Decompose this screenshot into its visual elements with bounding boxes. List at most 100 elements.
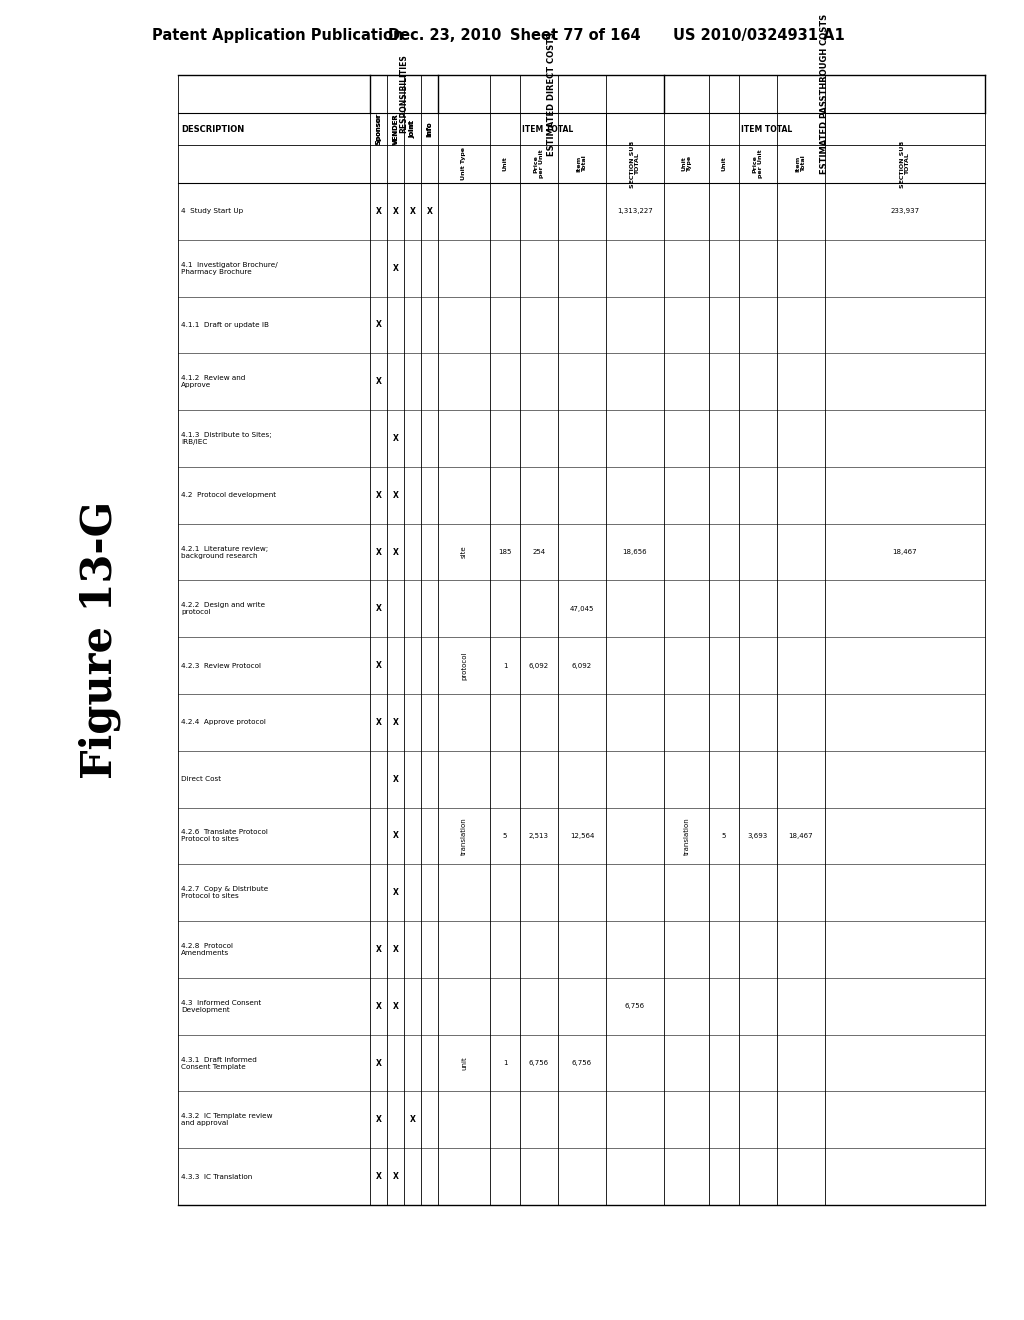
Text: X: X	[392, 434, 398, 444]
Text: Info: Info	[427, 121, 432, 136]
Text: Joint: Joint	[410, 120, 416, 137]
Text: X: X	[376, 548, 381, 557]
Text: 4.3.3  IC Translation: 4.3.3 IC Translation	[181, 1173, 252, 1180]
Text: X: X	[376, 491, 381, 500]
Text: X: X	[392, 718, 398, 727]
Text: ESTIMATED DIRECT COSTS: ESTIMATED DIRECT COSTS	[547, 32, 555, 156]
Text: X: X	[376, 1059, 381, 1068]
Text: Sheet 77 of 164: Sheet 77 of 164	[510, 28, 641, 44]
Text: 6,756: 6,756	[572, 1060, 592, 1067]
Text: 4.2.6  Translate Protocol
Protocol to sites: 4.2.6 Translate Protocol Protocol to sit…	[181, 829, 268, 842]
Text: Direct Cost: Direct Cost	[181, 776, 221, 783]
Text: Figure 13-G: Figure 13-G	[79, 500, 121, 779]
Text: X: X	[392, 264, 398, 273]
Text: 4.2.7  Copy & Distribute
Protocol to sites: 4.2.7 Copy & Distribute Protocol to site…	[181, 886, 268, 899]
Text: 4.1  Investigator Brochure/
Pharmacy Brochure: 4.1 Investigator Brochure/ Pharmacy Broc…	[181, 261, 278, 275]
Text: Unit Type: Unit Type	[462, 148, 467, 181]
Text: X: X	[427, 207, 432, 216]
Text: X: X	[392, 945, 398, 954]
Text: 4.1.2  Review and
Approve: 4.1.2 Review and Approve	[181, 375, 246, 388]
Text: 18,467: 18,467	[788, 833, 813, 840]
Text: 12,564: 12,564	[569, 833, 594, 840]
Text: 254: 254	[532, 549, 546, 554]
Text: translation: translation	[461, 817, 467, 855]
Text: 6,092: 6,092	[529, 663, 549, 669]
Text: VENDER: VENDER	[392, 114, 398, 144]
Text: 4.2.2  Design and write
protocol: 4.2.2 Design and write protocol	[181, 602, 265, 615]
Text: X: X	[410, 1115, 416, 1125]
Text: SECTION SUB
TOTAL: SECTION SUB TOTAL	[630, 140, 640, 187]
Text: X: X	[410, 207, 416, 216]
Text: Item
Total: Item Total	[577, 156, 588, 173]
Text: X: X	[392, 775, 398, 784]
Text: 6,092: 6,092	[572, 663, 592, 669]
Text: Info: Info	[427, 121, 432, 137]
Text: X: X	[376, 1002, 381, 1011]
Text: X: X	[376, 1115, 381, 1125]
Text: Sponsor: Sponsor	[376, 112, 382, 145]
Text: Joint: Joint	[410, 120, 416, 139]
Text: 4.1.3  Distribute to Sites;
IRB/IEC: 4.1.3 Distribute to Sites; IRB/IEC	[181, 432, 271, 445]
Text: X: X	[392, 888, 398, 898]
Text: 1: 1	[503, 663, 507, 669]
Text: translation: translation	[683, 817, 689, 855]
Text: Unit
Type: Unit Type	[681, 156, 692, 172]
Text: 18,467: 18,467	[893, 549, 918, 554]
Text: X: X	[376, 378, 381, 387]
Text: Price
per Unit: Price per Unit	[534, 149, 545, 178]
Text: 4  Study Start Up: 4 Study Start Up	[181, 209, 244, 214]
Text: RESPONSIBILITIES: RESPONSIBILITIES	[399, 54, 409, 133]
Text: X: X	[392, 1172, 398, 1181]
Text: X: X	[392, 207, 398, 216]
Text: Unit: Unit	[503, 157, 508, 172]
Text: X: X	[376, 1172, 381, 1181]
Text: X: X	[376, 661, 381, 671]
Text: 185: 185	[499, 549, 512, 554]
Text: SECTION SUB
TOTAL: SECTION SUB TOTAL	[900, 140, 910, 187]
Text: 18,656: 18,656	[623, 549, 647, 554]
Text: Price
per Unit: Price per Unit	[753, 149, 764, 178]
Text: X: X	[376, 945, 381, 954]
Text: 4.2  Protocol development: 4.2 Protocol development	[181, 492, 276, 498]
Text: unit: unit	[461, 1056, 467, 1071]
Text: 6,756: 6,756	[529, 1060, 549, 1067]
Text: Unit: Unit	[722, 157, 726, 172]
Text: US 2010/0324931 A1: US 2010/0324931 A1	[673, 28, 845, 44]
Text: Item
Total: Item Total	[796, 156, 807, 173]
Text: 233,937: 233,937	[891, 209, 920, 214]
Text: 6,756: 6,756	[625, 1003, 645, 1010]
Text: 5: 5	[503, 833, 507, 840]
Text: X: X	[376, 718, 381, 727]
Text: site: site	[461, 545, 467, 558]
Text: ESTIMATED PASSTHROUGH COSTS: ESTIMATED PASSTHROUGH COSTS	[820, 15, 829, 174]
Text: protocol: protocol	[461, 651, 467, 680]
Text: 4.2.3  Review Protocol: 4.2.3 Review Protocol	[181, 663, 261, 669]
Text: ITEM TOTAL: ITEM TOTAL	[741, 124, 793, 133]
Text: Dec. 23, 2010: Dec. 23, 2010	[388, 28, 502, 44]
Text: X: X	[392, 491, 398, 500]
Text: 2,513: 2,513	[529, 833, 549, 840]
Text: Patent Application Publication: Patent Application Publication	[152, 28, 403, 44]
Text: 5: 5	[722, 833, 726, 840]
Text: 3,693: 3,693	[748, 833, 768, 840]
Text: Sponsor: Sponsor	[376, 114, 382, 144]
Text: VENDER: VENDER	[392, 114, 398, 145]
Text: X: X	[392, 548, 398, 557]
Text: X: X	[392, 832, 398, 841]
Text: 1: 1	[503, 1060, 507, 1067]
Text: X: X	[376, 321, 381, 330]
Text: 4.2.8  Protocol
Amendments: 4.2.8 Protocol Amendments	[181, 942, 233, 956]
Text: X: X	[392, 1002, 398, 1011]
Text: 4.1.1  Draft or update IB: 4.1.1 Draft or update IB	[181, 322, 269, 327]
Text: 1,313,227: 1,313,227	[617, 209, 653, 214]
Text: 47,045: 47,045	[569, 606, 594, 612]
Text: X: X	[376, 207, 381, 216]
Text: 4.3.2  IC Template review
and approval: 4.3.2 IC Template review and approval	[181, 1113, 272, 1126]
Text: 4.2.4  Approve protocol: 4.2.4 Approve protocol	[181, 719, 266, 726]
Text: ITEM TOTAL: ITEM TOTAL	[522, 124, 573, 133]
Text: 4.3  Informed Consent
Development: 4.3 Informed Consent Development	[181, 999, 261, 1012]
Text: DESCRIPTION: DESCRIPTION	[181, 124, 245, 133]
Text: X: X	[376, 605, 381, 614]
Text: 4.3.1  Draft Informed
Consent Template: 4.3.1 Draft Informed Consent Template	[181, 1056, 257, 1069]
Text: 4.2.1  Literature review;
background research: 4.2.1 Literature review; background rese…	[181, 545, 268, 558]
